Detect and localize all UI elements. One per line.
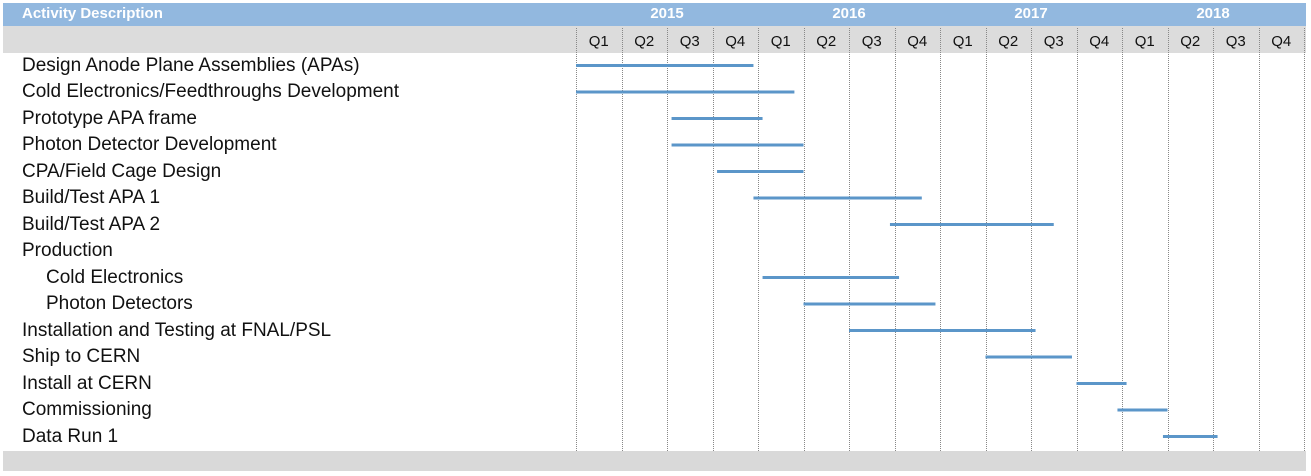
quarter-label: Q2 [634,33,655,50]
activity-label: Prototype APA frame [22,107,197,129]
quarter-label: Q3 [679,33,700,50]
task-bar [717,170,804,173]
quarter-label: Q1 [770,33,791,50]
quarter-label: Q1 [588,33,609,50]
activity-label: Photon Detectors [46,293,193,314]
activity-label: Design Anode Plane Assemblies (APAs) [22,54,360,76]
task-bar [985,355,1072,359]
activity-label: Cold Electronics [46,266,184,288]
activity-label: Photon Detector Development [22,134,277,155]
activity-label: Cold Electronics/Feedthroughs Developmen… [22,81,400,102]
task-bar [671,143,804,147]
quarter-label: Q1 [1134,33,1155,50]
quarter-row [3,26,1306,53]
activity-label: CPA/Field Cage Design [22,160,222,182]
task-bar [1162,435,1218,438]
quarter-label: Q4 [1271,33,1292,50]
year-label: 2016 [832,5,866,22]
quarter-label: Q2 [998,33,1019,50]
quarter-label: Q3 [1225,33,1246,50]
activity-description-header: Activity Description [22,5,163,22]
task-bar [576,64,754,67]
year-label: 2017 [1014,5,1048,22]
activity-label: Build/Test APA 1 [22,187,161,208]
activity-label: Installation and Testing at FNAL/PSL [22,319,332,341]
quarter-label: Q1 [952,33,973,50]
activity-label: Ship to CERN [22,346,141,367]
task-bar [762,276,900,279]
task-bar [803,302,936,306]
activity-label: Build/Test APA 2 [22,213,161,235]
footer-bar [3,451,1306,471]
year-label: 2015 [650,5,684,22]
quarter-label: Q2 [816,33,837,50]
quarter-label: Q4 [1089,33,1110,50]
activity-label: Data Run 1 [22,425,119,447]
activity-label: Commissioning [22,399,152,420]
task-bar [671,117,763,120]
header-row [3,3,1306,26]
quarter-label: Q4 [725,33,746,50]
task-bar [849,329,1036,332]
year-label: 2018 [1196,5,1230,22]
task-bar [1076,382,1127,385]
activity-label: Production [22,240,113,261]
quarter-label: Q4 [907,33,928,50]
quarter-label: Q2 [1180,33,1201,50]
task-bar [1117,408,1168,412]
task-bar [576,90,795,94]
task-bar [753,196,922,200]
task-bar [889,223,1054,226]
quarter-label: Q3 [1043,33,1064,50]
activity-label: Install at CERN [22,372,152,394]
quarter-label: Q3 [861,33,882,50]
